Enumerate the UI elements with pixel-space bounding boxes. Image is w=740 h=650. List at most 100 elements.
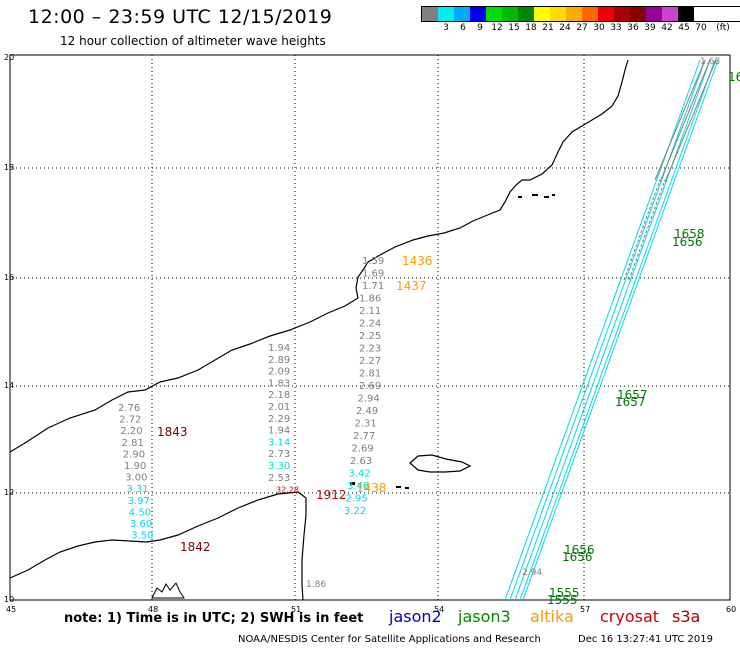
swh-value-mid: 2.89 — [268, 355, 290, 366]
legend-tick-label: 45 — [678, 23, 690, 33]
coastline-arabia — [9, 59, 629, 453]
swh-value-west: 1.90 — [124, 461, 146, 472]
legend-labels: 3 6 9 12 15 18 21 24 27 30 33 36 39 42 45 70 (ft) — [421, 22, 740, 34]
swh-value-west: 2.81 — [122, 438, 144, 449]
map-frame — [9, 54, 731, 601]
lat-tick-label: 18 — [4, 163, 14, 172]
time-label-cryosat: 1842 — [180, 540, 211, 554]
time-label-jason3: 1658 — [674, 227, 705, 241]
small-islands — [151, 194, 555, 599]
lat-tick-label: 16 — [4, 273, 14, 282]
swh-value-ne: 1.68 — [700, 57, 720, 67]
sat-label-s3a: s3a — [672, 607, 701, 626]
swh-value-mid: 2.53 — [268, 473, 290, 484]
time-label-jason3: 1656 — [564, 543, 595, 557]
legend-tick-label: 42 — [661, 23, 673, 33]
time-label-jason3: 1657 — [617, 388, 648, 402]
legend-swatch — [646, 7, 662, 21]
time-label-jason3: 16 — [728, 70, 740, 84]
swh-value-east: 2.94 — [358, 394, 380, 405]
time-label-jason3: 1656 — [672, 235, 703, 249]
socotra-island — [409, 454, 472, 473]
swh-value-mid: 1.94 — [268, 343, 290, 354]
swh-value-east: 1.69 — [362, 269, 384, 280]
map-subtitle: 12 hour collection of altimeter wave hei… — [60, 34, 326, 48]
legend-tick-label: 30 — [593, 23, 605, 33]
swh-value-east: 2.23 — [359, 344, 381, 355]
legend-tick-label: 21 — [542, 23, 554, 33]
time-label-cryosat: 1843 — [157, 425, 188, 439]
swh-value-south: 1.86 — [306, 580, 326, 590]
swh-value-mid: 2.73 — [268, 449, 290, 460]
swh-value-east: 2.69 — [359, 381, 381, 392]
legend-swatch — [598, 7, 614, 21]
legend-swatch — [518, 7, 534, 21]
swh-value-west: 2.76 — [118, 403, 140, 414]
time-label-jason3: 1555 — [549, 586, 580, 600]
swh-value-east: 1.71 — [362, 281, 384, 292]
lon-tick-label: 51 — [291, 605, 301, 614]
time-label-jason3: 1656 — [562, 550, 593, 564]
lon-tick-label: 54 — [434, 605, 444, 614]
legend-tick-label: 39 — [644, 23, 656, 33]
swh-value-mid: 2.29 — [268, 414, 290, 425]
swh-value-east: 2.81 — [359, 369, 381, 380]
lat-tick-label: 10 — [4, 595, 14, 604]
time-label-altika: 1437 — [396, 279, 427, 293]
swh-value-east: 2.24 — [359, 319, 381, 330]
legend-tick-label: 15 — [508, 23, 520, 33]
time-label-jason3: 1555 — [547, 593, 578, 607]
legend-tick-label: 36 — [627, 23, 639, 33]
swh-value-east: 3.46 — [347, 481, 369, 492]
time-label-jason3: 1657 — [615, 395, 646, 409]
swh-value-east: 2.63 — [350, 456, 372, 467]
legend-swatch — [678, 7, 694, 21]
swh-value-west: 3.60 — [130, 519, 152, 530]
swh-value-west: 3.97 — [128, 496, 150, 507]
sat-label-jason3: jason3 — [458, 607, 511, 626]
sat-label-jason2: jason2 — [389, 607, 442, 626]
swh-value-east: 2.95 — [346, 494, 368, 505]
swh-value-west: 2.20 — [120, 426, 142, 437]
legend-swatch — [486, 7, 502, 21]
swh-value-east: 3.42 — [349, 469, 371, 480]
swh-value-mid: 2.09 — [268, 367, 290, 378]
lon-tick-label: 57 — [580, 605, 590, 614]
lon-tick-label: 48 — [148, 605, 158, 614]
legend-tick-label: 12 — [491, 23, 503, 33]
swh-value-west: 2.90 — [123, 449, 145, 460]
footer-note: note: 1) Time is in UTC; 2) SWH is in fe… — [64, 611, 364, 626]
legend-tick-label: 9 — [477, 23, 483, 33]
legend-swatch — [470, 7, 486, 21]
swh-value-south: 2.94 — [522, 568, 542, 578]
lon-tick-label: 60 — [726, 605, 736, 614]
swh-value-east: 2.69 — [352, 444, 374, 455]
legend-swatch — [614, 7, 630, 21]
legend-tick-label: 3 — [443, 23, 449, 33]
legend-swatch — [438, 7, 454, 21]
sat-label-altika: altika — [530, 607, 574, 626]
time-label-cryosat: 1912 — [316, 488, 347, 502]
sat-label-cryosat: cryosat — [600, 607, 660, 626]
swh-value-east: 2.11 — [359, 306, 381, 317]
swh-value-mid: 2.18 — [268, 390, 290, 401]
lat-tick-label: 20 — [4, 53, 14, 62]
swh-value-east: 2.49 — [356, 406, 378, 417]
color-legend: 3 6 9 12 15 18 21 24 27 30 33 36 39 42 45 70 (ft) — [421, 6, 740, 34]
legend-swatch — [582, 7, 598, 21]
swh-value-mid: 3.30 — [268, 461, 290, 472]
legend-swatch — [422, 7, 438, 21]
swh-value-west: 3.00 — [125, 473, 147, 484]
swh-value-east: 3.22 — [344, 506, 366, 517]
legend-tick-label: 27 — [576, 23, 588, 33]
legend-tick-label: 6 — [460, 23, 466, 33]
legend-swatch — [534, 7, 550, 21]
legend-tick-label: 70 — [695, 23, 707, 33]
s3a-swath-track — [504, 59, 719, 601]
swh-value-west: 3.31 — [126, 484, 148, 495]
coastline-horn-of-africa — [9, 491, 307, 601]
swh-value-east: 2.27 — [359, 356, 381, 367]
legend-swatch — [502, 7, 518, 21]
swh-value-mid: 2.01 — [268, 402, 290, 413]
